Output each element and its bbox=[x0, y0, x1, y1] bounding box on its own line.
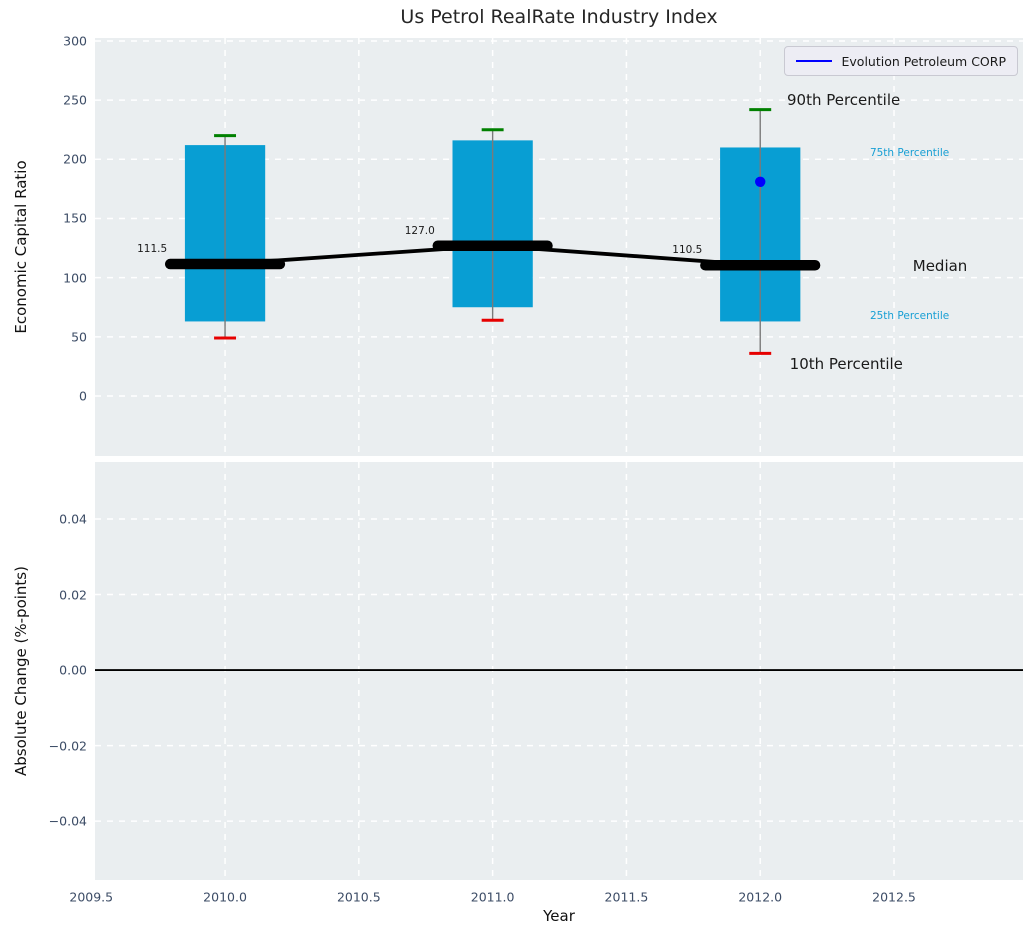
x-tick-label: 2010.5 bbox=[336, 889, 381, 905]
y-tick-label: −0.02 bbox=[48, 738, 87, 754]
legend: Evolution Petroleum CORP bbox=[783, 46, 1018, 76]
y-tick-label: 0.04 bbox=[59, 511, 87, 527]
y-tick-label: 50 bbox=[71, 329, 87, 345]
y-tick-label: 200 bbox=[63, 151, 87, 167]
y-tick-label: 100 bbox=[63, 270, 87, 286]
annotation-75th-percentile: 75th Percentile bbox=[869, 147, 950, 160]
legend-entry-label: Evolution Petroleum CORP bbox=[841, 53, 1006, 69]
annotation-25th-percentile: 25th Percentile bbox=[869, 309, 950, 322]
bottom-axes bbox=[95, 462, 1023, 880]
median-value-label: 127.0 bbox=[404, 224, 435, 237]
annotation-10th-percentile: 10th Percentile bbox=[789, 355, 903, 374]
y-tick-label: −0.04 bbox=[48, 813, 87, 829]
median-value-label: 111.5 bbox=[137, 243, 168, 256]
top-y-axis-label: Economic Capital Ratio bbox=[12, 160, 30, 334]
annotation-median: Median bbox=[912, 256, 968, 275]
y-tick-label: 150 bbox=[63, 210, 87, 226]
y-tick-label: 250 bbox=[63, 92, 87, 108]
x-tick-label: 2012.5 bbox=[872, 889, 916, 905]
y-tick-label: 300 bbox=[63, 33, 87, 49]
x-axis-label: Year bbox=[543, 907, 575, 925]
y-tick-label: 0 bbox=[79, 388, 87, 404]
y-tick-label: 0.02 bbox=[59, 587, 87, 603]
x-tick-label: 2011.5 bbox=[604, 889, 649, 905]
bottom-y-axis-label: Absolute Change (%-points) bbox=[12, 566, 30, 776]
median-value-label: 110.5 bbox=[672, 244, 703, 257]
x-tick-label: 2011.0 bbox=[470, 889, 515, 905]
chart-title: Us Petrol RealRate Industry Index bbox=[400, 6, 718, 28]
annotation-90th-percentile: 90th Percentile bbox=[786, 91, 901, 110]
y-tick-label: 0.00 bbox=[59, 662, 87, 678]
x-tick-label: 2010.0 bbox=[203, 889, 247, 905]
x-tick-label: 2012.0 bbox=[738, 889, 783, 905]
legend-line-sample bbox=[795, 59, 832, 63]
x-tick-label: 2009.5 bbox=[69, 889, 114, 905]
